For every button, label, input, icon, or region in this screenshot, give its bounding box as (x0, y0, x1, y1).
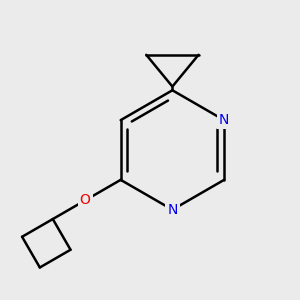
Text: N: N (219, 113, 229, 127)
Text: N: N (167, 203, 178, 217)
Text: O: O (80, 194, 91, 207)
